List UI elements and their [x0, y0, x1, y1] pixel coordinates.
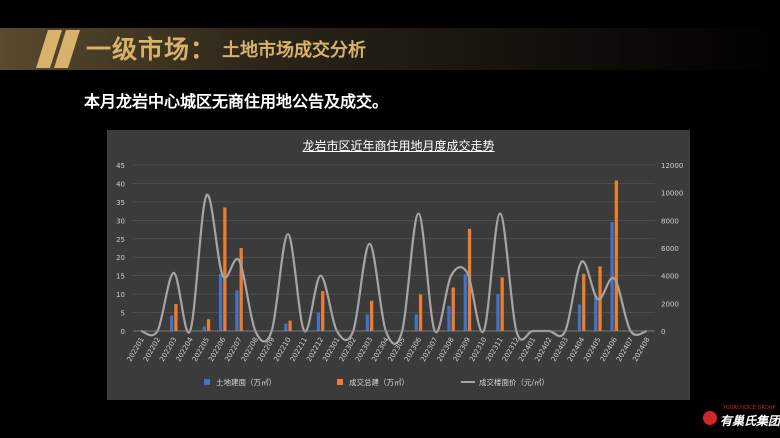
chart-title: 龙岩市区近年商住用地月度成交走势 — [302, 139, 495, 153]
legend-label: 成交楼面价（元/㎡） — [479, 377, 549, 387]
header-band — [0, 28, 780, 70]
brand-logo: YOURCHOICE GROUP 有巢氏集团 — [703, 405, 780, 433]
bar-deal — [451, 287, 455, 331]
gold-slash-2 — [54, 30, 80, 68]
gold-slash-1 — [36, 30, 62, 68]
bar-land — [235, 290, 239, 331]
y-left-tick-label: 35 — [116, 199, 125, 207]
bar-deal — [614, 180, 618, 331]
bar-deal — [174, 304, 178, 331]
bar-deal — [418, 294, 423, 331]
y-right-tick-label: 6000 — [661, 245, 679, 253]
bar-deal — [582, 273, 586, 331]
bar-deal — [370, 300, 374, 331]
bar-deal — [239, 248, 243, 331]
y-left-tick-label: 10 — [116, 291, 125, 299]
y-left-tick-label: 45 — [116, 162, 125, 170]
bar-land — [170, 315, 174, 331]
chart-panel: 龙岩市区近年商住用地月度成交走势 0 5 10 15 20 25 30 35 40 45 0 2000… — [107, 130, 690, 400]
brand-en: YOURCHOICE GROUP — [723, 405, 776, 411]
chart-svg: 0 5 10 15 20 25 30 35 40 45 0 2000 4000 6000 8000 10000… — [116, 162, 683, 387]
y-right-tick-label: 2000 — [661, 300, 679, 308]
bar-land — [218, 273, 223, 331]
y-right-tick-label: 0 — [661, 328, 665, 336]
page-title: 一级市场： — [86, 35, 217, 64]
bar-deal — [206, 319, 211, 331]
y-left-tick-label: 5 — [121, 310, 125, 318]
y-right-tick-label: 12000 — [661, 162, 683, 170]
page-subtitle: 土地市场成交分析 — [222, 40, 366, 61]
y-left-tick-label: 20 — [116, 254, 125, 262]
bar-land — [463, 273, 467, 331]
bar-deal — [223, 207, 227, 331]
y-left-tick-label: 40 — [116, 180, 125, 188]
legend-label: 成交总建（万㎡） — [349, 377, 409, 387]
bar-land — [365, 314, 370, 331]
bar-land — [316, 312, 321, 331]
bar-land — [577, 304, 582, 331]
price-line — [140, 193, 648, 345]
bar-deal — [288, 320, 292, 331]
bar-deal — [500, 277, 504, 331]
y-left-tick-label: 0 — [121, 328, 125, 336]
bar-land — [284, 323, 288, 331]
bar-land — [414, 314, 418, 331]
bar-land — [594, 295, 598, 331]
y-right-tick-label: 8000 — [661, 217, 679, 225]
bar-land — [610, 222, 614, 331]
legend-swatch — [337, 379, 343, 385]
bar-land — [202, 326, 206, 331]
y-left-tick-label: 30 — [116, 217, 125, 225]
y-right-tick-label: 10000 — [661, 190, 683, 198]
bar-deal — [321, 291, 325, 331]
bar-land — [447, 305, 451, 331]
bar-land — [496, 294, 500, 331]
legend-label: 土地建面（万㎡） — [216, 377, 276, 387]
y-left-tick-label: 25 — [116, 236, 125, 244]
brand-name: 有巢氏集团 — [720, 414, 780, 428]
legend-swatch — [204, 379, 210, 385]
y-left-tick-label: 15 — [116, 273, 125, 281]
lead-text: 本月龙岩中心城区无商住用地公告及成交。 — [84, 92, 389, 111]
y-right-tick-label: 4000 — [661, 273, 679, 281]
brand-mark-icon — [703, 411, 717, 425]
